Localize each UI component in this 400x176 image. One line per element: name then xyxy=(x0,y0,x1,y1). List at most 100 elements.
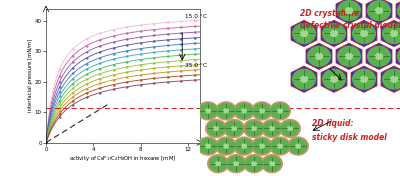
Circle shape xyxy=(352,69,376,90)
Text: 15.0 °C: 15.0 °C xyxy=(185,14,206,19)
Circle shape xyxy=(360,30,368,37)
Circle shape xyxy=(281,120,299,137)
Circle shape xyxy=(215,101,237,121)
Circle shape xyxy=(205,119,227,138)
Circle shape xyxy=(269,101,291,121)
Circle shape xyxy=(215,161,221,166)
Polygon shape xyxy=(396,0,400,24)
Circle shape xyxy=(269,136,291,156)
Polygon shape xyxy=(396,43,400,70)
Polygon shape xyxy=(306,43,332,70)
Polygon shape xyxy=(291,20,317,47)
Circle shape xyxy=(241,108,247,114)
Circle shape xyxy=(330,76,338,83)
Circle shape xyxy=(259,108,265,114)
Circle shape xyxy=(300,76,308,83)
Circle shape xyxy=(251,126,257,131)
Circle shape xyxy=(245,156,263,172)
Circle shape xyxy=(367,0,391,21)
Circle shape xyxy=(375,7,383,14)
Circle shape xyxy=(277,143,283,149)
Circle shape xyxy=(235,138,253,154)
X-axis label: activity of C$_8$F$_{17}$C$_4$H$_8$OH in hexane [mM]: activity of C$_8$F$_{17}$C$_4$H$_8$OH in… xyxy=(70,154,176,163)
Circle shape xyxy=(223,119,245,138)
Circle shape xyxy=(397,0,400,21)
Circle shape xyxy=(292,69,316,90)
Circle shape xyxy=(217,138,235,154)
Circle shape xyxy=(207,120,225,137)
Circle shape xyxy=(227,156,245,172)
Circle shape xyxy=(269,126,275,131)
Circle shape xyxy=(292,23,316,44)
Circle shape xyxy=(251,136,273,156)
Circle shape xyxy=(360,76,368,83)
Y-axis label: interfacial pressure [mN/m]: interfacial pressure [mN/m] xyxy=(28,39,33,112)
Circle shape xyxy=(382,69,400,90)
Polygon shape xyxy=(336,43,362,70)
Circle shape xyxy=(300,30,308,37)
Circle shape xyxy=(289,138,307,154)
Circle shape xyxy=(269,161,275,166)
Circle shape xyxy=(197,101,219,121)
Circle shape xyxy=(287,136,309,156)
Polygon shape xyxy=(366,0,392,24)
Text: 35.0 °C: 35.0 °C xyxy=(185,62,207,68)
Polygon shape xyxy=(321,20,347,47)
Polygon shape xyxy=(321,66,347,92)
Circle shape xyxy=(209,156,227,172)
Circle shape xyxy=(205,108,211,114)
Circle shape xyxy=(390,76,398,83)
Circle shape xyxy=(367,46,391,67)
Circle shape xyxy=(199,103,217,119)
Circle shape xyxy=(337,0,361,21)
Circle shape xyxy=(253,103,271,119)
Circle shape xyxy=(382,23,400,44)
Circle shape xyxy=(263,120,281,137)
Circle shape xyxy=(322,23,346,44)
Circle shape xyxy=(233,136,255,156)
Text: 2D liquid:: 2D liquid: xyxy=(312,119,354,128)
Circle shape xyxy=(197,136,219,156)
Circle shape xyxy=(253,138,271,154)
Circle shape xyxy=(295,143,301,149)
Circle shape xyxy=(261,119,283,138)
Circle shape xyxy=(287,126,293,131)
Circle shape xyxy=(241,143,247,149)
Circle shape xyxy=(213,126,219,131)
Circle shape xyxy=(337,46,361,67)
Circle shape xyxy=(231,126,237,131)
Circle shape xyxy=(225,120,243,137)
Circle shape xyxy=(277,108,283,114)
Circle shape xyxy=(322,69,346,90)
Circle shape xyxy=(345,53,353,60)
Circle shape xyxy=(217,103,235,119)
Circle shape xyxy=(199,138,217,154)
Circle shape xyxy=(271,103,289,119)
Circle shape xyxy=(261,154,283,173)
Circle shape xyxy=(390,30,398,37)
Circle shape xyxy=(315,53,323,60)
Circle shape xyxy=(345,7,353,14)
Polygon shape xyxy=(351,20,377,47)
Circle shape xyxy=(307,46,331,67)
Circle shape xyxy=(375,53,383,60)
Circle shape xyxy=(233,101,255,121)
Circle shape xyxy=(205,143,211,149)
Circle shape xyxy=(215,136,237,156)
Circle shape xyxy=(251,161,257,166)
Polygon shape xyxy=(351,66,377,92)
Circle shape xyxy=(263,156,281,172)
Circle shape xyxy=(233,161,239,166)
Circle shape xyxy=(271,138,289,154)
Polygon shape xyxy=(381,20,400,47)
Circle shape xyxy=(243,119,265,138)
Circle shape xyxy=(330,30,338,37)
Circle shape xyxy=(279,119,301,138)
Circle shape xyxy=(251,101,273,121)
Circle shape xyxy=(245,120,263,137)
Polygon shape xyxy=(336,0,362,24)
Circle shape xyxy=(397,46,400,67)
Text: defective crystal model: defective crystal model xyxy=(300,21,400,30)
Polygon shape xyxy=(291,66,317,92)
Circle shape xyxy=(243,154,265,173)
